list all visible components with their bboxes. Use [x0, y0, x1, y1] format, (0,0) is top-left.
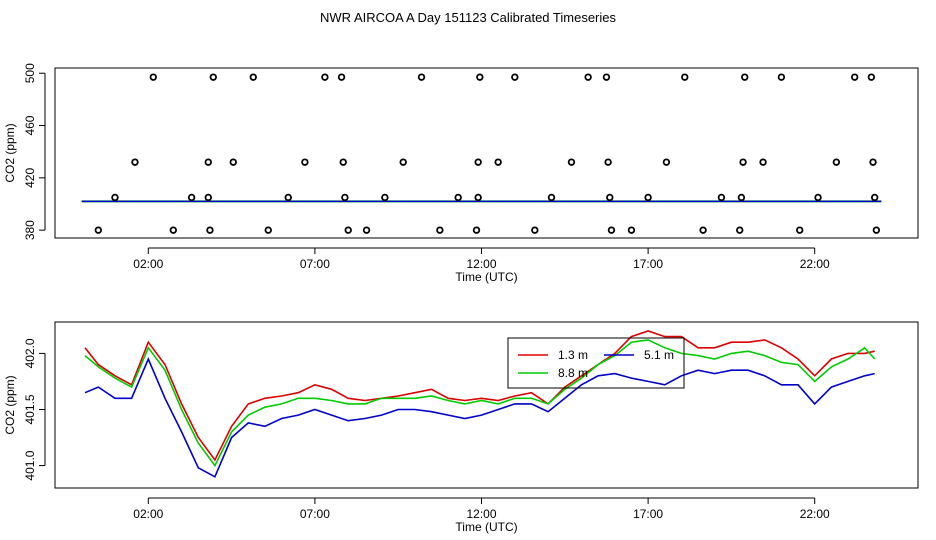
data-point — [494, 158, 502, 166]
data-point — [344, 226, 352, 234]
data-point — [681, 73, 689, 81]
data-point — [872, 226, 881, 234]
data-point — [187, 193, 196, 202]
data-point — [229, 158, 237, 166]
data-point — [662, 158, 671, 166]
data-point — [301, 158, 309, 166]
data-point — [284, 193, 292, 202]
data-point — [341, 193, 349, 202]
x-tick-label: 22:00 — [800, 257, 830, 271]
legend-label: 8.8 m — [558, 366, 588, 380]
y-tick-label: 401.5 — [23, 394, 37, 424]
figure-title: NWR AIRCOA A Day 151123 Calibrated Times… — [320, 10, 616, 25]
legend-box — [507, 337, 685, 389]
data-point — [111, 193, 119, 202]
data-point — [567, 158, 576, 166]
data-point — [169, 226, 177, 234]
data-point — [547, 193, 556, 202]
data-point — [206, 226, 214, 234]
data-point — [777, 73, 786, 81]
legend-label: 1.3 m — [558, 348, 588, 362]
plot-frame — [54, 67, 919, 239]
data-point — [94, 226, 103, 234]
data-point — [337, 73, 346, 81]
data-point — [814, 193, 822, 202]
y-tick-label: 420 — [23, 168, 37, 188]
data-point — [870, 193, 879, 202]
data-point — [511, 73, 519, 81]
data-point — [476, 73, 484, 81]
y-tick-label: 500 — [23, 63, 37, 83]
data-point — [627, 226, 636, 234]
data-point — [796, 226, 804, 234]
data-point — [339, 158, 347, 166]
data-point — [321, 73, 329, 81]
data-point — [474, 158, 482, 166]
legend-label: 5.1 m — [644, 348, 674, 362]
data-point — [850, 73, 859, 81]
y-tick-label: 402.0 — [23, 338, 37, 368]
data-point — [204, 158, 212, 166]
x-tick-label: 07:00 — [300, 507, 330, 521]
x-tick-label: 07:00 — [300, 257, 330, 271]
y-tick-label: 460 — [23, 115, 37, 135]
data-point — [717, 193, 726, 202]
y-axis-label: CO2 (ppm) — [3, 123, 17, 182]
co2-height-lines-panel: 02:00 07:00 12:00 17:00 22:00 Time (UTC) 401.0… — [3, 321, 919, 534]
data-point — [362, 226, 371, 234]
data-point — [832, 158, 841, 166]
x-axis-label: Time (UTC) — [455, 520, 517, 534]
x-tick-label: 12:00 — [466, 507, 496, 521]
data-point — [604, 158, 612, 166]
plot-frame — [54, 321, 919, 489]
data-point — [644, 193, 652, 202]
x-tick-label: 12:00 — [466, 257, 496, 271]
data-point — [737, 193, 746, 202]
data-point — [584, 73, 592, 81]
data-point — [867, 73, 876, 81]
series-line-1-3-m — [84, 330, 875, 462]
data-point — [417, 73, 426, 81]
data-point — [454, 193, 462, 202]
series-line-5-1-m — [84, 356, 875, 478]
series-line-8-8-m — [84, 339, 876, 468]
data-point — [381, 193, 389, 202]
y-tick-label: 380 — [23, 220, 37, 240]
data-point — [869, 158, 877, 166]
data-point — [209, 73, 217, 81]
data-point — [149, 73, 157, 81]
x-tick-label: 02:00 — [133, 507, 163, 521]
data-point — [741, 73, 749, 81]
co2-scatter-panel: 02:00 07:00 12:00 17:00 22:00 Time (UTC) 380 42… — [3, 63, 919, 284]
data-point — [131, 158, 139, 166]
x-tick-label: 17:00 — [633, 507, 663, 521]
data-point — [204, 193, 212, 202]
data-point — [699, 226, 707, 234]
data-point — [736, 226, 744, 234]
data-point — [264, 226, 272, 234]
x-tick-label: 17:00 — [633, 257, 663, 271]
data-point — [606, 193, 614, 202]
x-tick-label: 02:00 — [133, 257, 163, 271]
x-axis-label: Time (UTC) — [455, 270, 517, 284]
data-point — [607, 226, 616, 234]
y-axis-label: CO2 (ppm) — [3, 375, 17, 434]
x-tick-label: 22:00 — [800, 507, 830, 521]
data-point — [472, 226, 481, 234]
data-point — [531, 226, 539, 234]
y-tick-label: 401.0 — [23, 450, 37, 480]
data-point — [399, 158, 407, 166]
data-point — [602, 73, 611, 81]
data-point — [249, 73, 257, 81]
data-point — [739, 158, 747, 166]
data-point — [436, 226, 444, 234]
data-point — [759, 158, 767, 166]
data-point — [474, 193, 482, 202]
